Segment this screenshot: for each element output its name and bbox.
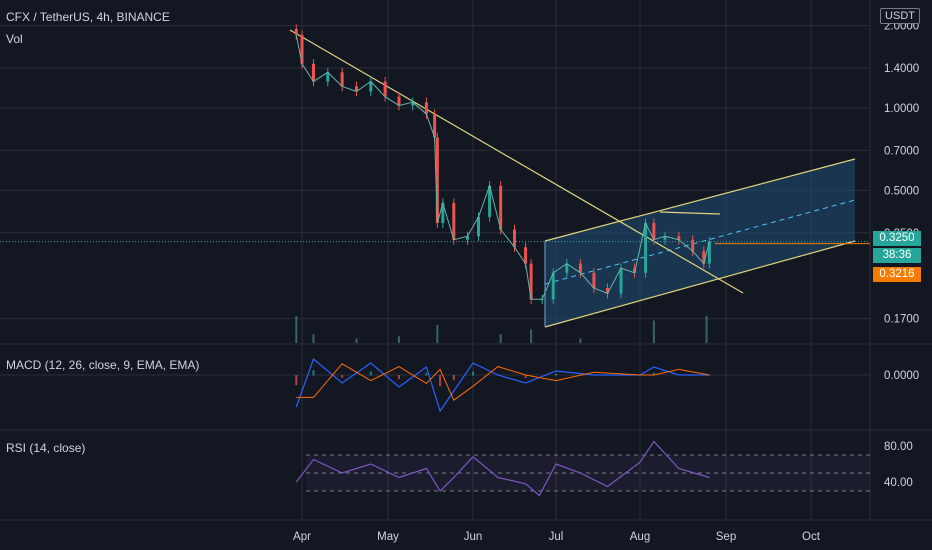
price-tick-label: 1.0000 [884, 103, 919, 115]
rsi-label: RSI (14, close) [6, 441, 86, 455]
candle-body [619, 268, 623, 294]
candle-body [311, 63, 315, 82]
macd-histogram-bar [439, 375, 442, 387]
volume-bar [436, 325, 439, 343]
time-tick-label: Oct [802, 531, 821, 543]
macd-histogram-bar [425, 372, 428, 376]
candle-body [435, 137, 439, 224]
macd-histogram-bar [312, 370, 315, 376]
price-tick-label: 0.7000 [884, 145, 919, 157]
candle-body [644, 223, 648, 273]
volume-bar [652, 320, 655, 343]
candle-body [663, 236, 667, 240]
time-tick-label: May [377, 531, 399, 543]
rsi-pane[interactable] [295, 440, 870, 497]
candle-body [397, 96, 401, 106]
candle-body [677, 236, 681, 240]
main-title: CFX / TetherUS, 4h, BINANCE [6, 10, 170, 24]
price-tick-label: 0.1700 [884, 314, 919, 326]
price-tick-label: 1.4000 [884, 63, 919, 75]
macd-histogram-bar [652, 372, 655, 376]
macd-label: MACD (12, 26, close, 9, EMA, EMA) [6, 358, 200, 372]
candle-body [513, 229, 516, 248]
candle-body [592, 272, 596, 289]
candle-body [466, 236, 470, 240]
price-tick-label: 0.5000 [884, 185, 919, 197]
candle-body [340, 72, 344, 87]
candle-body [477, 216, 481, 237]
candle-body [499, 185, 503, 230]
candle-body [411, 102, 415, 106]
candle-body [354, 86, 358, 92]
candle-body [369, 81, 373, 92]
rsi-tick-label: 40.00 [884, 477, 913, 489]
candle-body [691, 239, 695, 252]
macd-histogram-bar [524, 375, 527, 378]
volume-bar [499, 334, 502, 343]
volume-bar [355, 338, 358, 343]
alert-price-tag: 0.3216 [873, 267, 921, 282]
candle-body [707, 241, 711, 264]
volume-bar [530, 329, 533, 343]
price-tick-label: 2.0000 [884, 21, 919, 33]
resistance-line [659, 211, 721, 215]
time-tick-label: Apr [293, 531, 311, 543]
time-tick-label: Jun [464, 531, 483, 543]
candle-body [652, 223, 656, 240]
candle-body [383, 81, 387, 97]
volume-bar [705, 316, 708, 343]
candle-body [424, 102, 428, 115]
volume-bar [579, 338, 582, 343]
volume-bar [397, 336, 400, 343]
candle-body [633, 268, 637, 273]
candle-body [326, 72, 330, 82]
candle-body [433, 114, 437, 138]
countdown-tag: 38:36 [873, 248, 921, 263]
channel-upper-line [544, 158, 856, 242]
macd-histogram-bar [472, 371, 474, 376]
candle-body [565, 263, 569, 273]
macd-histogram-bar [397, 375, 400, 380]
macd-histogram-bar [341, 375, 344, 378]
candle-body [578, 263, 582, 273]
macd-histogram-bar [295, 375, 298, 386]
price-path [295, 34, 710, 300]
macd-histogram-bar [369, 371, 372, 376]
volume-bar [295, 316, 298, 343]
currency-badge[interactable]: USDT [880, 8, 920, 24]
rsi-line [295, 440, 710, 497]
rsi-tick-label: 80.00 [884, 441, 913, 453]
candle-body [605, 288, 609, 294]
candle-body [441, 202, 445, 224]
candle-body [300, 34, 304, 64]
macd-pane[interactable] [295, 357, 711, 413]
macd-histogram-bar [452, 375, 455, 381]
candle-body [529, 263, 533, 300]
volume-bar [312, 334, 315, 343]
price-pane[interactable] [0, 24, 870, 343]
channel-lower-line [544, 240, 856, 328]
time-tick-label: Aug [630, 531, 650, 543]
time-tick-label: Jul [549, 531, 564, 543]
candle-body [294, 29, 298, 35]
candle-body [702, 251, 706, 264]
macd-line [295, 357, 710, 413]
candle-body [488, 185, 492, 217]
last-price-tag: 0.3250 [873, 231, 921, 246]
time-tick-label: Sep [716, 531, 736, 543]
macd-tick-label: 0.0000 [884, 370, 919, 382]
candle-body [540, 299, 544, 301]
candle-body [524, 247, 528, 264]
macd-histogram-bar [555, 373, 557, 376]
signal-line [296, 363, 710, 401]
vol-label: Vol [6, 32, 23, 46]
candle-body [551, 272, 555, 300]
candle-body [452, 202, 456, 240]
descending-trendline [289, 29, 744, 294]
